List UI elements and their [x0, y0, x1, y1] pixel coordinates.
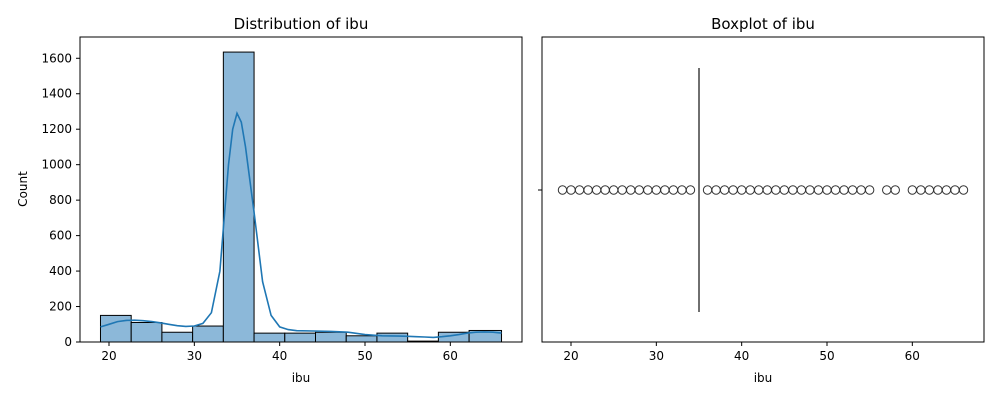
boxplot-x-tick-label: 30	[649, 349, 664, 363]
histogram-y-tick-label: 600	[49, 229, 72, 243]
histogram-bar	[161, 331, 194, 343]
boxplot-outlier-point	[660, 185, 670, 195]
boxplot-outlier-point	[950, 185, 960, 195]
histogram-y-tick-label: 1200	[41, 122, 72, 136]
boxplot-outlier-point	[557, 185, 568, 195]
boxplot-outlier-point	[711, 185, 721, 195]
histogram-y-label: Count	[16, 171, 30, 207]
boxplot-outlier-point	[762, 185, 772, 195]
boxplot-outlier-point	[788, 185, 798, 195]
boxplot-outlier-point	[566, 185, 576, 195]
histogram-y-tick-label: 200	[49, 300, 72, 314]
histogram-bar	[253, 332, 286, 343]
boxplot-title: Boxplot of ibu	[711, 15, 815, 33]
boxplot-outlier-point	[668, 185, 679, 195]
boxplot-plot-frame	[541, 36, 985, 343]
histogram-x-ticks: 20 30 40 50 60	[101, 342, 458, 363]
histogram-x-tick-label: 50	[357, 349, 372, 363]
histogram-bar	[222, 51, 255, 343]
boxplot-x-tick-label: 60	[905, 349, 920, 363]
boxplot-outlier-point	[822, 185, 832, 195]
boxplot-x-tick-label: 40	[734, 349, 749, 363]
boxplot-outlier-point	[907, 185, 918, 195]
boxplot-outlier-point	[847, 185, 858, 195]
boxplot-outlier-point	[830, 185, 841, 195]
histogram-y-ticks: 0 200 400 600 800 1000 1200 1400 1600	[41, 51, 80, 349]
boxplot-outlier-point	[924, 185, 935, 195]
histogram-bars	[99, 51, 503, 343]
boxplot-outlier-point	[608, 185, 619, 195]
boxplot-outlier-point	[958, 185, 969, 195]
boxplot-outlier-point	[771, 185, 781, 195]
boxplot-outlier-point	[933, 185, 943, 195]
histogram-x-tick-label: 30	[187, 349, 202, 363]
boxplot-outlier-point	[890, 185, 900, 195]
histogram-bar	[376, 332, 409, 343]
boxplot-outlier-point	[719, 185, 730, 195]
boxplot-outlier-point	[651, 185, 662, 195]
histogram-title: Distribution of ibu	[234, 15, 369, 33]
histogram-x-label: ibu	[292, 371, 311, 385]
boxplot-outlier-point	[643, 185, 653, 195]
histogram-x-tick-label: 40	[272, 349, 287, 363]
histogram-y-tick-label: 400	[49, 264, 72, 278]
boxplot-outlier-point	[591, 185, 602, 195]
histogram-y-tick-label: 0	[64, 335, 72, 349]
histogram-y-tick-label: 800	[49, 193, 72, 207]
boxplot-outlier-point	[574, 185, 585, 195]
boxplot-outlier-point	[754, 185, 764, 195]
boxplot-outlier-point	[600, 185, 610, 195]
boxplot-outlier-point	[583, 185, 593, 195]
boxplot-outlier-point	[882, 185, 892, 195]
boxplot-x-label: ibu	[754, 371, 773, 385]
histogram-y-tick-label: 1000	[41, 158, 72, 172]
histogram-panel: Distribution of ibu 0 200 400 600 800 1000 120…	[16, 15, 523, 385]
boxplot-outlier-point	[839, 185, 849, 195]
boxplot-outlier-point	[685, 185, 696, 195]
boxplot-outliers	[557, 185, 969, 195]
histogram-bar	[284, 332, 317, 343]
boxplot-outlier-point	[736, 185, 747, 195]
boxplot-outlier-point	[796, 185, 807, 195]
boxplot-outlier-point	[626, 185, 636, 195]
boxplot-outlier-point	[779, 185, 790, 195]
boxplot-x-tick-label: 50	[819, 349, 834, 363]
boxplot-outlier-point	[916, 185, 926, 195]
boxplot-outlier-point	[805, 185, 815, 195]
histogram-plot-frame	[79, 36, 523, 343]
boxplot-outlier-point	[728, 185, 738, 195]
boxplot-outlier-point	[856, 185, 866, 195]
boxplot-x-ticks: 20 30 40 50 60	[563, 342, 920, 363]
histogram-bar	[345, 335, 378, 343]
boxplot-outlier-point	[702, 185, 713, 195]
histogram-y-tick-label: 1400	[41, 87, 72, 101]
boxplot-outlier-point	[941, 185, 952, 195]
boxplot-outlier-point	[677, 185, 687, 195]
histogram-kde-line	[100, 111, 502, 339]
boxplot-outlier-point	[634, 185, 644, 195]
histogram-y-tick-label: 1600	[41, 51, 72, 65]
boxplot-outlier-point	[813, 185, 824, 195]
boxplot-outlier-point	[864, 185, 875, 195]
histogram-bar	[315, 331, 347, 343]
histogram-bar	[99, 314, 132, 343]
histogram-x-tick-label: 60	[443, 349, 458, 363]
boxplot-outlier-point	[617, 185, 627, 195]
boxplot-x-tick-label: 20	[563, 349, 578, 363]
boxplot-outlier-point	[745, 185, 755, 195]
boxplot-panel: Boxplot of ibu 20 30 40 50 60 ibu	[538, 15, 985, 385]
histogram-x-tick-label: 20	[101, 349, 116, 363]
histogram-bar	[130, 321, 163, 343]
histogram-bar	[192, 325, 224, 343]
